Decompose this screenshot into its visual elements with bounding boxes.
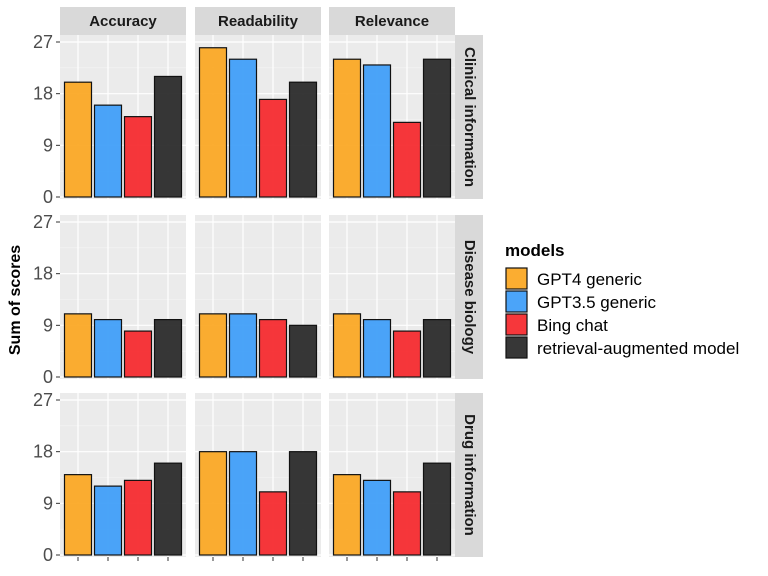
y-tick-label: 9 xyxy=(43,135,53,155)
bar xyxy=(288,81,318,198)
bar xyxy=(93,318,123,378)
bar xyxy=(123,116,153,198)
bar xyxy=(332,313,362,378)
y-tick-label: 18 xyxy=(33,264,53,284)
bar xyxy=(228,58,258,198)
y-tick-label: 0 xyxy=(43,367,53,387)
bar xyxy=(228,313,258,378)
bar xyxy=(392,491,422,556)
bar xyxy=(198,313,228,378)
bar xyxy=(258,98,288,198)
bar xyxy=(63,313,93,378)
bar xyxy=(63,81,93,198)
bar xyxy=(362,64,392,198)
y-tick-label: 9 xyxy=(43,493,53,513)
bar xyxy=(258,491,288,556)
y-tick-label: 9 xyxy=(43,315,53,335)
legend-label: GPT3.5 generic xyxy=(537,293,657,312)
bar xyxy=(332,58,362,198)
bar xyxy=(153,318,183,378)
bar xyxy=(258,318,288,378)
legend-key xyxy=(505,290,528,313)
y-tick-label: 0 xyxy=(43,545,53,565)
y-tick-label: 27 xyxy=(33,212,53,232)
bar xyxy=(93,104,123,198)
bar xyxy=(228,451,258,556)
column-strip xyxy=(329,7,455,35)
legend-label: GPT4 generic xyxy=(537,270,642,289)
y-tick-label: 0 xyxy=(43,187,53,207)
column-strip xyxy=(60,7,186,35)
column-strip-label: Readability xyxy=(218,13,299,30)
y-axis-label: Sum of scores xyxy=(7,245,24,355)
bar xyxy=(362,318,392,378)
bar xyxy=(362,479,392,556)
bar xyxy=(422,318,452,378)
y-tick-label: 18 xyxy=(33,84,53,104)
legend-key xyxy=(505,336,528,359)
column-strip xyxy=(195,7,321,35)
row-strip-label: Disease biology xyxy=(461,240,478,355)
bar xyxy=(422,462,452,556)
y-tick-label: 27 xyxy=(33,390,53,410)
legend-label: Bing chat xyxy=(537,316,608,335)
legend-key xyxy=(505,267,528,290)
bar xyxy=(422,58,452,198)
row-strip xyxy=(455,393,483,557)
bar xyxy=(123,479,153,556)
row-strip-label: Clinical information xyxy=(461,47,478,187)
bar xyxy=(332,474,362,556)
bar xyxy=(392,121,422,198)
bar xyxy=(153,462,183,556)
legend-label: retrieval-augmented model xyxy=(537,339,739,358)
bar xyxy=(392,330,422,378)
bar xyxy=(153,75,183,198)
bar xyxy=(198,451,228,556)
bar xyxy=(63,474,93,556)
bar xyxy=(123,330,153,378)
row-strip xyxy=(455,35,483,199)
y-tick-label: 27 xyxy=(33,32,53,52)
row-strip xyxy=(455,215,483,379)
bar xyxy=(288,451,318,556)
legend-title: models xyxy=(505,241,565,260)
bar xyxy=(93,485,123,556)
bar xyxy=(198,47,228,198)
column-strip-label: Accuracy xyxy=(89,13,157,30)
legend-key xyxy=(505,313,528,336)
bar xyxy=(288,324,318,378)
y-tick-label: 18 xyxy=(33,442,53,462)
row-strip-label: Drug information xyxy=(461,414,478,536)
column-strip-label: Relevance xyxy=(355,13,429,30)
